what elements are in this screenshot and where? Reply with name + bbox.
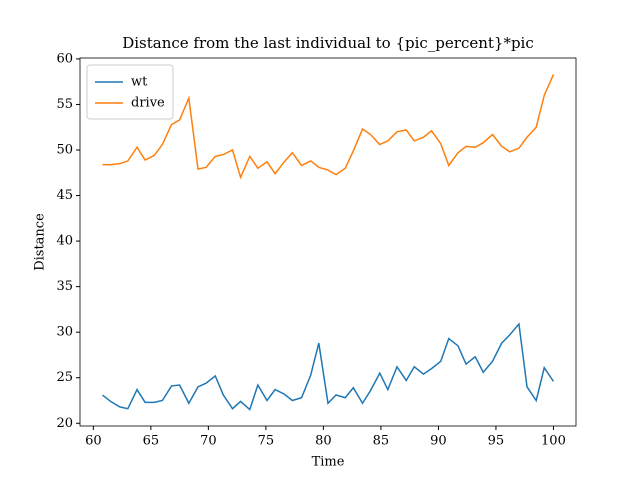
legend-label: wt [131, 75, 148, 90]
y-axis-label: Distance [33, 213, 48, 271]
x-tick-label: 70 [200, 434, 217, 449]
x-tick-label: 60 [85, 434, 102, 449]
x-tick-label: 95 [488, 434, 505, 449]
legend-label: drive [131, 96, 165, 111]
y-tick-label: 40 [56, 234, 73, 249]
x-axis-label: Time [312, 455, 345, 470]
y-tick-label: 30 [56, 325, 73, 340]
x-tick-label: 65 [143, 434, 160, 449]
legend-box [86, 64, 174, 120]
x-tick-label: 75 [258, 434, 275, 449]
x-tick-label: 90 [430, 434, 447, 449]
y-tick-label: 45 [56, 188, 73, 203]
chart-title: Distance from the last individual to {pi… [122, 34, 534, 52]
y-tick-label: 55 [56, 97, 73, 112]
y-tick-label: 60 [56, 51, 73, 66]
y-tick-label: 20 [56, 416, 73, 431]
line-series [102, 322, 555, 411]
x-tick-label: 100 [541, 434, 566, 449]
plot-frame [79, 57, 577, 427]
x-tick-label: 85 [373, 434, 390, 449]
x-tick-label: 80 [315, 434, 332, 449]
y-tick-label: 50 [56, 143, 73, 158]
y-tick-label: 25 [56, 370, 73, 385]
y-tick-label: 35 [56, 279, 73, 294]
line-series [102, 74, 555, 180]
